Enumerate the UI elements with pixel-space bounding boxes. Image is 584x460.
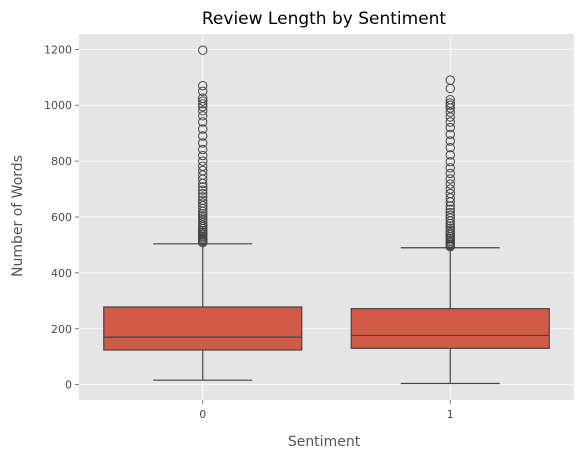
outlier-point	[198, 211, 208, 221]
outlier-point	[445, 129, 455, 140]
outlier-point	[198, 80, 208, 91]
y-tick-label: 1000	[44, 99, 72, 112]
outlier-point	[198, 201, 208, 211]
outlier-point	[198, 185, 208, 195]
outlier-point	[445, 213, 455, 223]
outlier-point	[198, 144, 208, 155]
y-tick-label: 200	[51, 323, 72, 336]
outlier-point	[198, 117, 208, 127]
outlier-point	[445, 210, 455, 221]
outlier-point	[198, 111, 208, 121]
outlier-point	[198, 161, 208, 171]
outlier-point	[198, 99, 208, 109]
outlier-point	[445, 225, 455, 236]
outlier-point	[198, 165, 208, 176]
outlier-point	[445, 221, 455, 231]
axis-ticks: 0 200 400 600 800 1000 1200 0 1	[44, 43, 454, 421]
outlier-point	[445, 163, 455, 173]
outlier-point	[445, 112, 455, 122]
outlier-point	[445, 100, 455, 110]
box-iqr	[103, 306, 303, 351]
outlier-point	[445, 122, 455, 133]
outlier-point	[445, 168, 455, 179]
outlier-point	[445, 143, 455, 153]
outlier-point	[445, 150, 455, 160]
outlier-point	[445, 75, 455, 85]
outlier-point	[198, 198, 208, 208]
outlier-point	[445, 117, 455, 127]
outlier-point	[445, 184, 455, 194]
box-layer	[103, 45, 550, 385]
outlier-point	[198, 182, 208, 192]
outlier-point	[198, 131, 208, 141]
outlier-point	[445, 94, 455, 105]
outlier-point	[198, 220, 208, 230]
chart-title: Review Length by Sentiment	[202, 9, 447, 29]
outlier-point	[445, 179, 455, 189]
outlier-point	[445, 204, 455, 214]
y-axis-label: Number of Words	[10, 155, 26, 277]
outlier-point	[445, 201, 455, 211]
outlier-point	[445, 107, 455, 117]
outlier-point	[198, 215, 208, 226]
outlier-point	[198, 170, 208, 180]
outlier-point	[198, 106, 208, 116]
outlier-point	[445, 174, 455, 184]
outlier-point	[198, 195, 208, 205]
outlier-point	[445, 136, 455, 146]
outlier-point	[445, 223, 455, 233]
box-group-1	[350, 75, 550, 385]
y-tick-label: 800	[51, 155, 72, 168]
outlier-point	[198, 45, 208, 55]
outlier-point	[198, 217, 208, 228]
y-tick-label: 400	[51, 267, 72, 280]
outlier-point	[445, 98, 455, 108]
outlier-point	[445, 193, 455, 203]
outlier-point	[445, 227, 455, 238]
y-tick-label: 1200	[44, 43, 72, 56]
y-tick-label: 600	[51, 211, 72, 224]
outlier-point	[198, 150, 208, 161]
outlier-point	[445, 207, 455, 218]
outlier-point	[198, 96, 208, 106]
outlier-point	[198, 192, 208, 202]
outlier-point	[198, 188, 208, 199]
outlier-point	[198, 213, 208, 223]
x-tick-label: 1	[447, 408, 454, 421]
x-axis-label: Sentiment	[288, 434, 361, 450]
y-tick-label: 0	[65, 379, 72, 392]
outlier-point	[445, 156, 455, 167]
outlier-point	[198, 124, 208, 134]
outlier-point	[198, 86, 208, 96]
outlier-point	[445, 188, 455, 199]
outlier-point	[198, 208, 208, 219]
outlier-point	[198, 93, 208, 103]
box-group-0	[103, 45, 303, 381]
box-iqr	[350, 308, 550, 349]
x-tick-label: 0	[199, 408, 206, 421]
outlier-point	[198, 138, 208, 148]
outlier-point	[198, 156, 208, 166]
